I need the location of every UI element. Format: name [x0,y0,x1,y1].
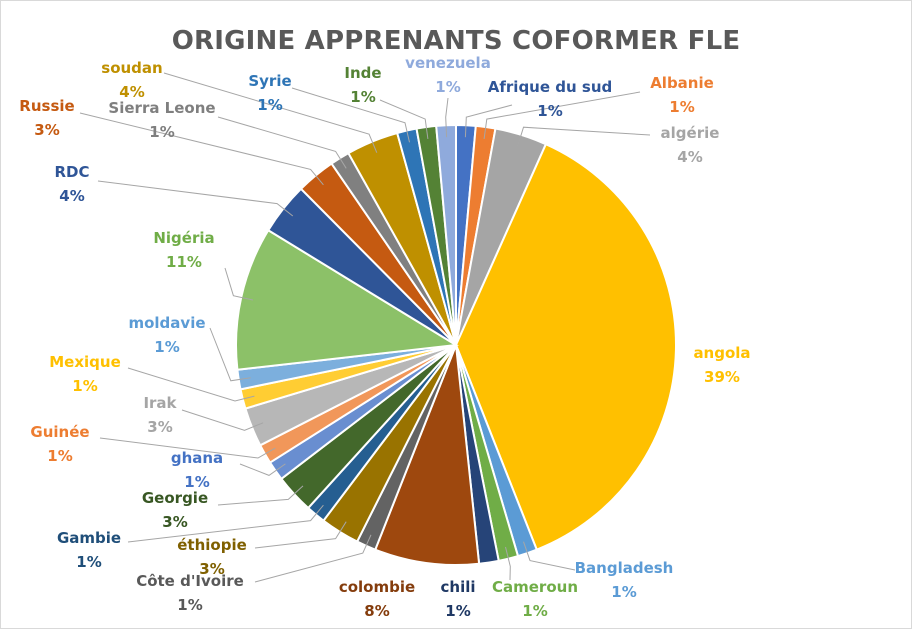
slice-label: Gambie [57,529,121,547]
slice-label: Sierra Leone [108,99,215,117]
slice-percent-label: 3% [199,560,224,578]
slice-percent-label: 1% [149,123,174,141]
leader-line [483,91,641,139]
slice-label: Mexique [49,353,121,371]
leader-line [127,367,255,402]
pie-slices [235,123,677,566]
pie-slice [373,344,481,566]
leader-line [79,112,324,186]
slice-label: Afrique du sud [488,78,612,96]
slice-label: angola [693,344,750,362]
leader-line [97,180,294,217]
slice-percent-label: 1% [669,98,694,116]
slice-percent-label: 1% [522,602,547,620]
leader-line [254,534,372,583]
slice-label: Bangladesh [575,559,674,577]
slice-percent-label: 1% [184,473,209,491]
slice-label: venezuela [405,54,491,72]
leader-line [181,409,264,431]
slice-label: Cameroun [492,578,578,596]
leader-line [445,97,449,138]
data-labels: Afrique du sud 1% Albanie 1% algérie 4% angola… [19,54,750,620]
slice-label: moldavie [128,314,205,332]
leader-line [217,485,304,506]
slice-percent-label: 1% [72,377,97,395]
slice-percent-label: 1% [154,338,179,356]
slice-percent-label: 4% [677,148,702,166]
leader-line [517,126,651,147]
leader-line [99,437,276,459]
slice-percent-label: 8% [364,602,389,620]
chart-title: ORIGINE APPRENANTS COFORMER FLE [171,26,741,56]
slice-label: colombie [339,578,415,596]
leader-line [239,463,286,476]
slice-percent-label: 1% [257,96,282,114]
leader-line [464,104,513,138]
slice-percent-label: 39% [704,368,740,386]
leader-line [523,541,576,571]
slice-percent-label: 1% [445,602,470,620]
slice-label: RDC [54,163,89,181]
leader-line [379,99,429,139]
slice-label: Inde [344,64,381,82]
pie-slice [454,142,677,551]
slice-percent-label: 1% [47,447,72,465]
slice-percent-label: 1% [435,78,460,96]
slice-percent-label: 1% [611,583,636,601]
slice-label: Syrie [248,72,291,90]
slice-percent-label: 1% [177,596,202,614]
leader-line [163,72,378,153]
slice-percent-label: 1% [350,88,375,106]
slice-percent-label: 11% [166,253,202,271]
slice-label: Irak [143,394,177,412]
leader-lines [79,72,651,583]
slice-percent-label: 3% [162,513,187,531]
leader-line [209,327,251,382]
leader-line [505,546,511,581]
slice-percent-label: 4% [59,187,84,205]
slice-label: soudan [101,59,162,77]
slice-label: Guinée [30,423,89,441]
leader-line [217,116,347,169]
slice-percent-label: 3% [34,121,59,139]
slice-label: ghana [171,449,223,467]
slice-percent-label: 1% [76,553,101,571]
slice-label: Georgie [142,489,208,507]
leader-line [291,87,410,143]
slice-label: Albanie [650,74,714,92]
slice-percent-label: 1% [537,102,562,120]
leader-line [254,521,347,549]
slice-label: Nigéria [153,229,214,247]
slice-label: chili [441,578,476,596]
leader-line [127,504,324,543]
slice-percent-label: 3% [147,418,172,436]
slice-label: éthiopie [177,536,247,554]
leader-line [224,267,254,301]
slice-label: algérie [661,124,720,142]
slice-label: Côte d'Ivoire [136,572,244,590]
slice-percent-label: 4% [119,83,144,101]
slice-label: Russie [19,97,74,115]
